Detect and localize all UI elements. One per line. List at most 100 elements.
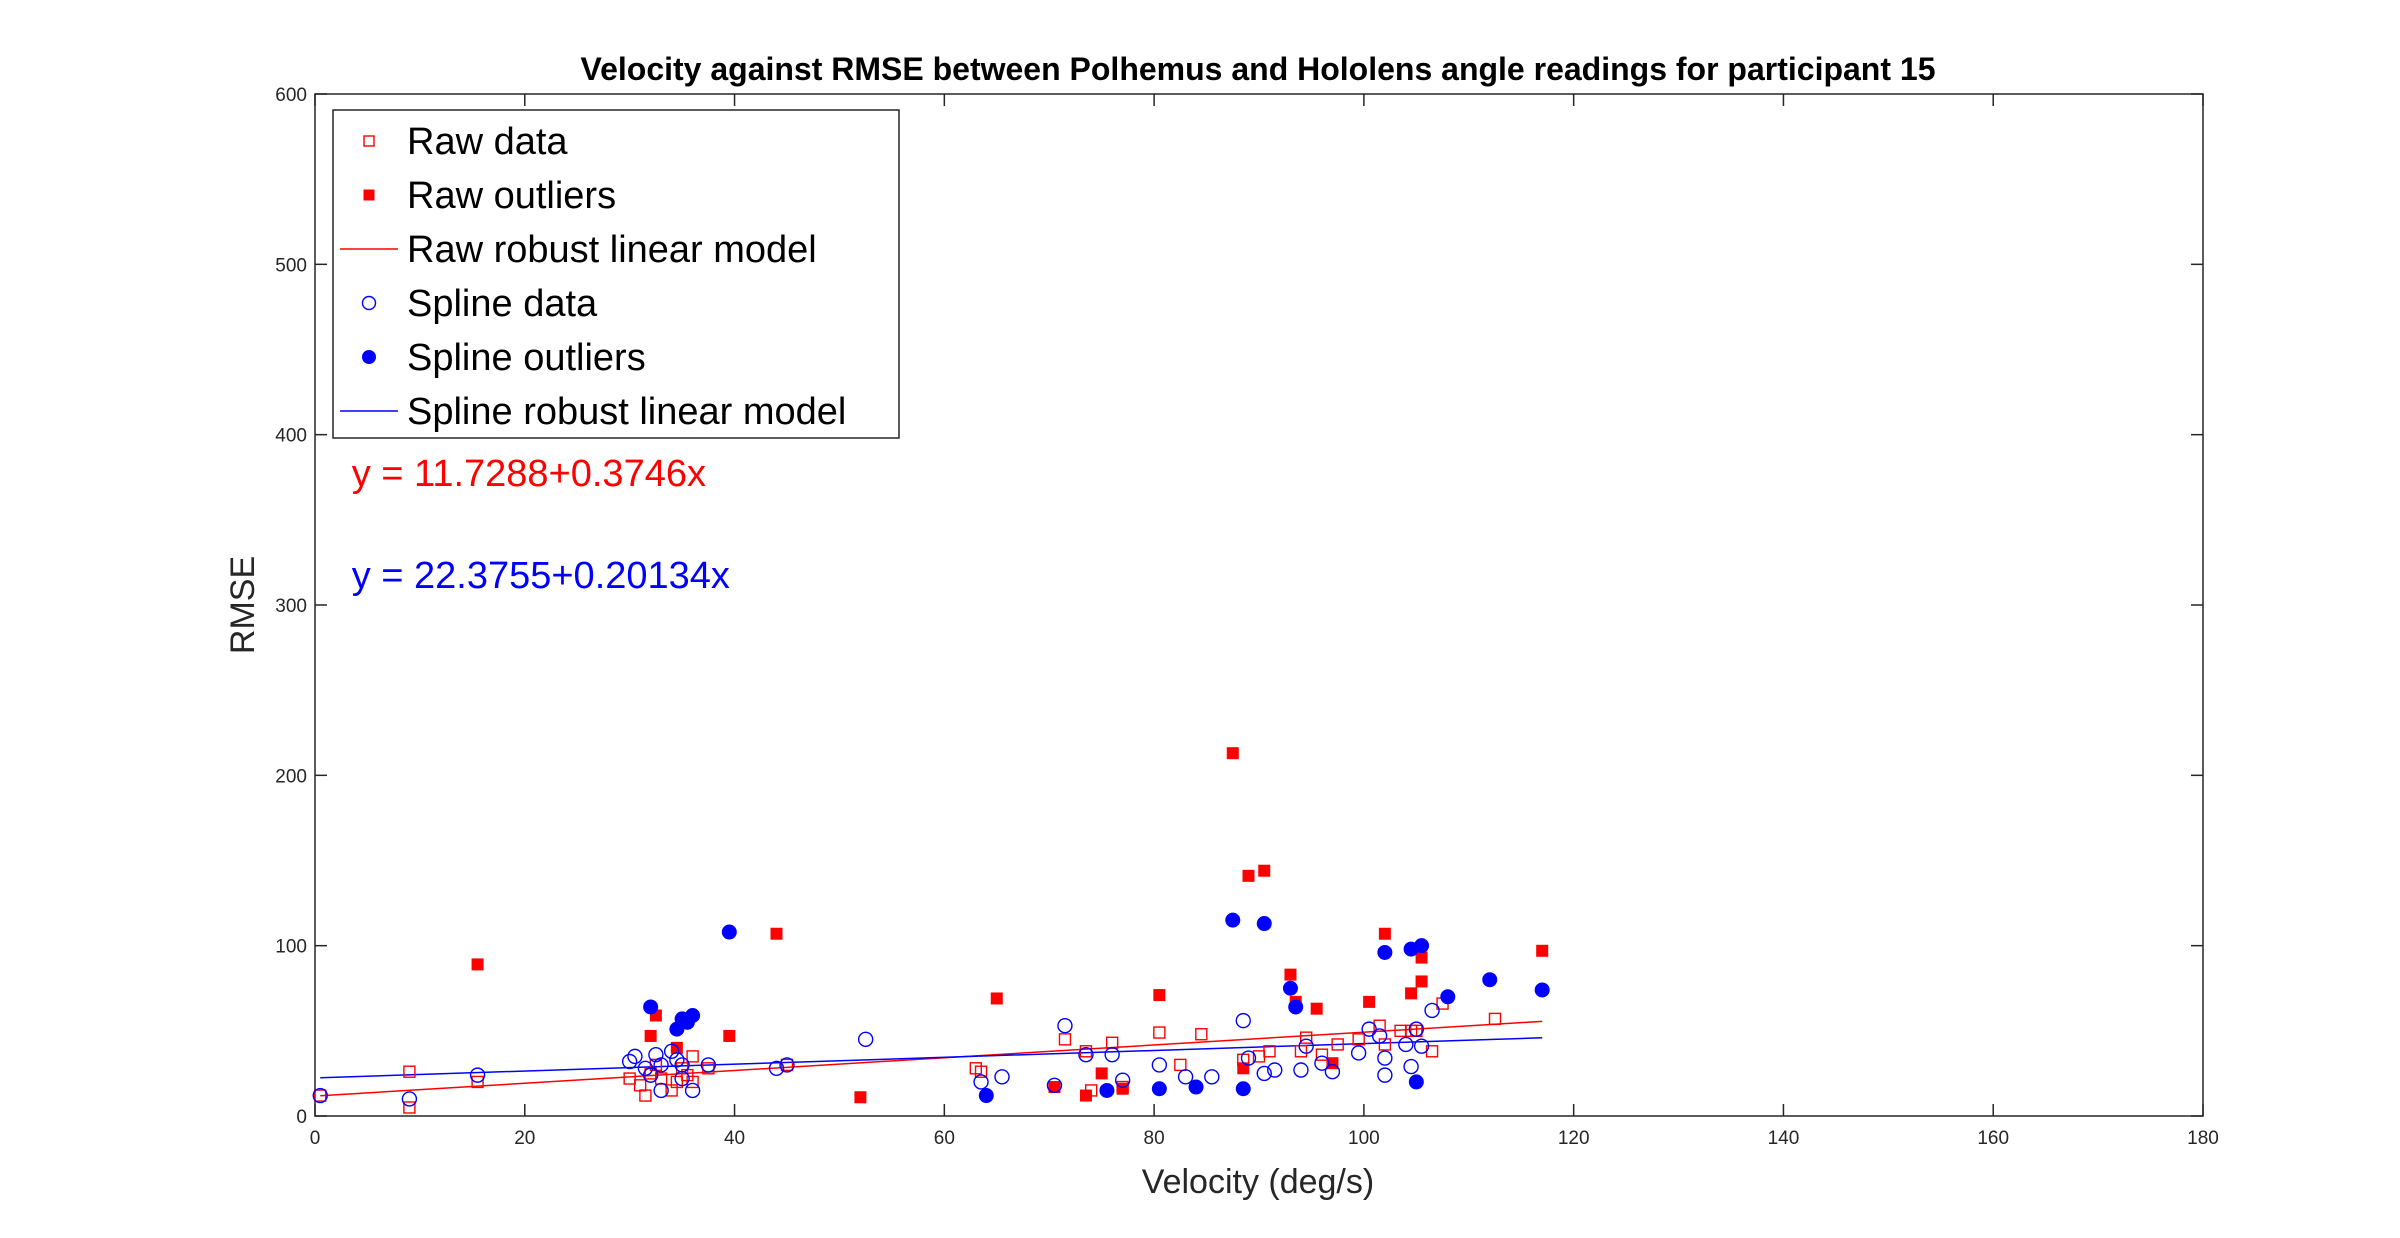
spline-data-point (648, 1046, 664, 1063)
spline-outlier-point (685, 1008, 701, 1024)
x-tick-label: 120 (1558, 1128, 1590, 1149)
raw-data-point (686, 1075, 699, 1089)
spline-fit-equation: y = 22.3755+0.20134x (352, 555, 730, 597)
raw-data-point (1373, 1019, 1386, 1032)
spline-data-point (1424, 1002, 1440, 1019)
x-tick-label: 20 (514, 1128, 535, 1149)
raw-data-point (1315, 1048, 1329, 1061)
spline-outlier-point (1188, 1079, 1204, 1095)
raw-data-point (1378, 1038, 1392, 1051)
spline-data-point (621, 1053, 638, 1070)
raw-data-point (639, 1089, 652, 1102)
spline-data-point (653, 1057, 669, 1073)
raw-data-point (974, 1065, 988, 1078)
legend-label-raw-fit: Raw robust linear model (407, 229, 817, 271)
spline-data-point (994, 1069, 1010, 1085)
y-tick-label: 100 (275, 937, 307, 958)
spline-data-point (1377, 1050, 1393, 1066)
raw-outlier-point (1242, 869, 1255, 882)
spline-data-point (1350, 1045, 1367, 1061)
x-tick-label: 40 (724, 1128, 745, 1149)
y-axis: 0 100 200 300 400 500 600 (275, 85, 2203, 1128)
spline-data-point (1398, 1036, 1414, 1053)
spline-data-point (1413, 1038, 1430, 1054)
spline-data-point (642, 1067, 659, 1083)
spline-data-point (1078, 1046, 1094, 1063)
spline-outlier-point (1414, 938, 1430, 954)
legend-swatches (340, 135, 398, 412)
raw-outlier-point (1415, 975, 1428, 988)
y-tick-label: 200 (275, 766, 307, 787)
y-axis-label: RMSE (224, 556, 262, 654)
raw-outlier-point (471, 958, 484, 971)
spline-data-point (700, 1057, 717, 1073)
raw-data-point (1299, 1031, 1313, 1044)
spline-outlier-point (1256, 916, 1272, 932)
legend-swatch-raw-data (363, 135, 375, 147)
spline-fit-line (320, 1037, 1543, 1079)
legend-label-spline-data: Spline data (407, 283, 598, 325)
spline-data-point (1293, 1062, 1309, 1078)
legend-swatch-spline-data (361, 295, 377, 311)
spline-outlier-point (1408, 1074, 1424, 1090)
spline-outlier-point (1235, 1081, 1251, 1097)
chart-title: Velocity against RMSE between Polhemus a… (581, 51, 1936, 87)
spline-outlier-point (1151, 1081, 1167, 1097)
raw-outlier-point (644, 1029, 657, 1042)
spline-data-point (469, 1067, 486, 1083)
raw-outlier-point (1405, 987, 1418, 1000)
spline-outlier-point (1099, 1082, 1115, 1098)
spline-data-point (1235, 1012, 1251, 1029)
raw-outlier-point (1363, 995, 1376, 1008)
spline-data-point (973, 1074, 989, 1090)
raw-data-point (403, 1101, 416, 1114)
spline-data-point (1104, 1046, 1120, 1063)
raw-data-point (314, 1089, 327, 1102)
raw-fit-equation: y = 11.7288+0.3746x (352, 453, 706, 495)
x-tick-label: 100 (1348, 1128, 1380, 1149)
spline-data-point (1177, 1069, 1194, 1085)
spline-data-point (1240, 1050, 1257, 1066)
data-points (312, 747, 1550, 1114)
spline-outlier-point (643, 999, 659, 1015)
raw-outlier-point (1415, 951, 1428, 964)
raw-data-point (1174, 1058, 1187, 1072)
raw-data-point (686, 1050, 699, 1063)
raw-outlier-point (770, 927, 783, 940)
legend-label-raw-outliers: Raw outliers (407, 175, 616, 217)
spline-data-point (1151, 1057, 1168, 1073)
legend-label-raw-data: Raw data (407, 121, 568, 163)
x-tick-label: 180 (2187, 1128, 2219, 1149)
spline-data-point (1324, 1064, 1341, 1080)
raw-data-point (1488, 1012, 1502, 1026)
spline-data-point (857, 1031, 874, 1048)
raw-data-point (1263, 1045, 1276, 1058)
legend-label-spline-fit: Spline robust linear model (407, 391, 846, 433)
raw-outlier-point (854, 1091, 867, 1104)
spline-outlier-point (1288, 999, 1304, 1015)
spline-data-point (1298, 1038, 1314, 1054)
raw-outlier-point (1095, 1067, 1108, 1080)
spline-outlier-point (1377, 944, 1393, 960)
raw-data-point (471, 1075, 484, 1089)
x-tick-label: 80 (1144, 1128, 1165, 1149)
raw-outlier-point (1536, 944, 1549, 957)
x-tick-label: 140 (1768, 1128, 1800, 1149)
spline-outlier-point (1440, 989, 1456, 1005)
raw-outlier-point (1378, 927, 1391, 940)
raw-outlier-point (1116, 1082, 1129, 1095)
spline-outlier-point (1482, 972, 1498, 988)
spline-data-point (1377, 1067, 1393, 1083)
raw-outlier-point (1326, 1057, 1339, 1070)
spline-data-point (674, 1070, 690, 1087)
raw-data-point (1058, 1033, 1072, 1046)
legend-box (332, 109, 900, 439)
spline-outlier-point (1282, 980, 1298, 996)
x-tick-label: 60 (934, 1128, 955, 1149)
x-axis: 0 20 40 60 80 100 120 140 160 180 (310, 94, 2219, 1149)
spline-data-point (653, 1082, 669, 1099)
spline-data-point (1204, 1069, 1220, 1085)
spline-outlier-point (1225, 912, 1241, 928)
spline-data-point (1267, 1062, 1283, 1078)
